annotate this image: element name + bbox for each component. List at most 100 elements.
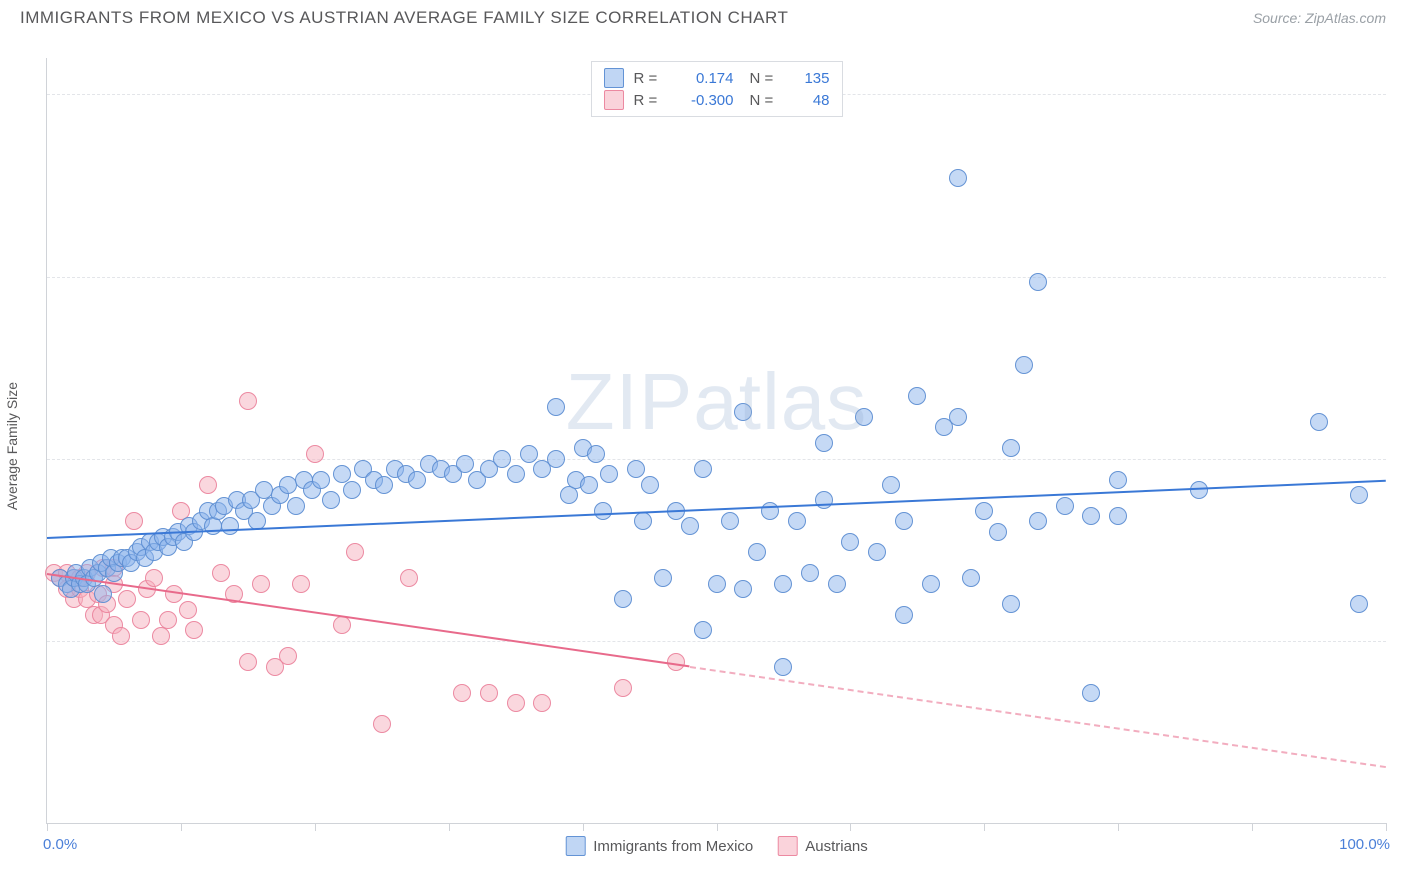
x-tick: [984, 823, 985, 831]
scatter-point: [614, 590, 632, 608]
scatter-point: [868, 543, 886, 561]
x-tick: [1118, 823, 1119, 831]
scatter-point: [614, 679, 632, 697]
gridline: [47, 641, 1386, 642]
scatter-point: [112, 627, 130, 645]
legend-row-pink: R = -0.300 N = 48: [604, 89, 830, 111]
x-tick: [449, 823, 450, 831]
n-value: 135: [792, 70, 830, 87]
scatter-point: [975, 502, 993, 520]
scatter-point: [1082, 507, 1100, 525]
scatter-point: [694, 460, 712, 478]
scatter-point: [145, 569, 163, 587]
scatter-point: [287, 497, 305, 515]
scatter-point: [748, 543, 766, 561]
legend-label: Austrians: [805, 838, 868, 855]
trend-line: [690, 666, 1387, 768]
scatter-point: [375, 476, 393, 494]
scatter-point: [480, 684, 498, 702]
y-tick-label: 8.00: [1392, 86, 1406, 103]
scatter-point: [221, 517, 239, 535]
x-tick: [1252, 823, 1253, 831]
chart-plot-area: 2.754.506.258.00 ZIPatlas R = 0.174 N = …: [46, 58, 1386, 824]
scatter-point: [949, 408, 967, 426]
scatter-point: [179, 601, 197, 619]
scatter-point: [306, 445, 324, 463]
scatter-point: [520, 445, 538, 463]
scatter-point: [1056, 497, 1074, 515]
scatter-point: [654, 569, 672, 587]
scatter-point: [801, 564, 819, 582]
gridline: [47, 277, 1386, 278]
scatter-point: [1015, 356, 1033, 374]
scatter-point: [292, 575, 310, 593]
y-tick-label: 6.25: [1392, 268, 1406, 285]
source-attribution: Source: ZipAtlas.com: [1253, 10, 1386, 26]
scatter-point: [94, 585, 112, 603]
scatter-point: [322, 491, 340, 509]
scatter-point: [1109, 471, 1127, 489]
scatter-point: [507, 465, 525, 483]
x-tick: [583, 823, 584, 831]
scatter-point: [1002, 439, 1020, 457]
scatter-point: [212, 564, 230, 582]
scatter-point: [507, 694, 525, 712]
swatch-blue: [565, 836, 585, 856]
scatter-point: [373, 715, 391, 733]
n-label: N =: [750, 92, 782, 109]
legend-label: Immigrants from Mexico: [593, 838, 753, 855]
scatter-point: [815, 434, 833, 452]
scatter-point: [118, 590, 136, 608]
scatter-point: [533, 694, 551, 712]
scatter-point: [547, 450, 565, 468]
scatter-point: [734, 580, 752, 598]
scatter-point: [841, 533, 859, 551]
scatter-point: [560, 486, 578, 504]
x-tick: [1386, 823, 1387, 831]
legend-item-blue: Immigrants from Mexico: [565, 836, 753, 856]
scatter-point: [882, 476, 900, 494]
scatter-point: [199, 476, 217, 494]
x-tick: [850, 823, 851, 831]
r-value: -0.300: [676, 92, 734, 109]
scatter-point: [734, 403, 752, 421]
r-label: R =: [634, 70, 666, 87]
scatter-point: [587, 445, 605, 463]
chart-title: IMMIGRANTS FROM MEXICO VS AUSTRIAN AVERA…: [20, 8, 788, 28]
scatter-point: [1350, 486, 1368, 504]
x-axis-min-label: 0.0%: [43, 836, 77, 853]
scatter-point: [239, 392, 257, 410]
scatter-point: [828, 575, 846, 593]
scatter-point: [895, 512, 913, 530]
scatter-point: [761, 502, 779, 520]
scatter-point: [708, 575, 726, 593]
scatter-point: [634, 512, 652, 530]
scatter-point: [694, 621, 712, 639]
scatter-point: [204, 517, 222, 535]
scatter-point: [1029, 512, 1047, 530]
scatter-point: [1310, 413, 1328, 431]
scatter-point: [1002, 595, 1020, 613]
scatter-point: [493, 450, 511, 468]
chart-header: IMMIGRANTS FROM MEXICO VS AUSTRIAN AVERA…: [0, 0, 1406, 34]
scatter-point: [788, 512, 806, 530]
scatter-point: [279, 647, 297, 665]
scatter-point: [962, 569, 980, 587]
scatter-point: [922, 575, 940, 593]
swatch-pink: [777, 836, 797, 856]
x-tick: [47, 823, 48, 831]
scatter-point: [252, 575, 270, 593]
x-tick: [181, 823, 182, 831]
scatter-point: [594, 502, 612, 520]
x-tick: [315, 823, 316, 831]
scatter-point: [408, 471, 426, 489]
x-tick: [717, 823, 718, 831]
scatter-point: [989, 523, 1007, 541]
scatter-point: [895, 606, 913, 624]
scatter-point: [346, 543, 364, 561]
scatter-point: [627, 460, 645, 478]
legend-row-blue: R = 0.174 N = 135: [604, 67, 830, 89]
x-axis-max-label: 100.0%: [1339, 836, 1390, 853]
y-axis-label: Average Family Size: [4, 382, 20, 510]
scatter-point: [600, 465, 618, 483]
